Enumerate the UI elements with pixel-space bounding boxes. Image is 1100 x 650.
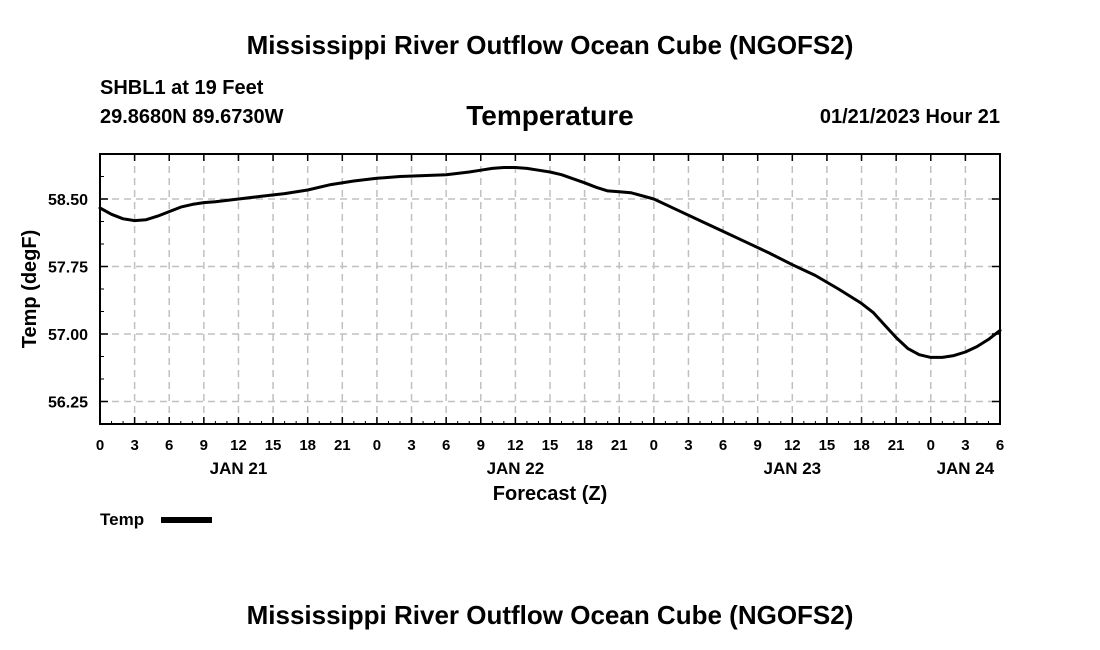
forecast-datetime: 01/21/2023 Hour 21 (819, 106, 1000, 128)
x-tick-label: 21 (611, 437, 628, 454)
x-tick-label: 6 (719, 437, 727, 454)
x-date-label: JAN 24 (937, 459, 995, 478)
y-tick-label: 57.75 (48, 260, 88, 277)
variable-title: Temperature (466, 100, 634, 131)
y-tick-label: 56.25 (48, 395, 88, 412)
x-tick-label: 6 (996, 437, 1004, 454)
x-tick-label: 3 (961, 437, 969, 454)
x-tick-label: 0 (96, 437, 104, 454)
x-tick-label: 15 (819, 437, 836, 454)
footer-title: Mississippi River Outflow Ocean Cube (NG… (246, 600, 854, 630)
y-axis-title: Temp (degF) (19, 230, 41, 349)
station-label: SHBL1 at 19 Feet (100, 77, 264, 99)
legend-label: Temp (100, 510, 145, 529)
x-tick-label: 21 (334, 437, 351, 454)
x-tick-label: 9 (477, 437, 485, 454)
chart-title: Mississippi River Outflow Ocean Cube (NG… (246, 30, 854, 60)
series-line-temp (98, 166, 1002, 359)
x-tick-label: 18 (853, 437, 870, 454)
x-tick-label: 15 (265, 437, 282, 454)
x-tick-label: 6 (165, 437, 173, 454)
x-tick-label: 18 (576, 437, 593, 454)
x-tick-label: 0 (373, 437, 381, 454)
y-tick-label: 58.50 (48, 192, 88, 209)
x-axis-title: Forecast (Z) (493, 483, 607, 505)
x-date-label: JAN 22 (487, 459, 545, 478)
x-tick-label: 9 (200, 437, 208, 454)
x-tick-label: 3 (684, 437, 692, 454)
x-date-label: JAN 21 (210, 459, 268, 478)
x-date-label: JAN 23 (763, 459, 821, 478)
x-tick-label: 3 (407, 437, 415, 454)
x-tick-label: 9 (754, 437, 762, 454)
x-tick-label: 21 (888, 437, 905, 454)
x-tick-label: 3 (130, 437, 138, 454)
x-tick-label: 0 (650, 437, 658, 454)
x-tick-label: 12 (230, 437, 247, 454)
legend-line-swatch (161, 517, 212, 523)
x-tick-label: 15 (542, 437, 559, 454)
x-tick-label: 12 (784, 437, 801, 454)
station-coordinates: 29.8680N 89.6730W (100, 106, 284, 128)
x-tick-label: 12 (507, 437, 524, 454)
y-tick-label: 57.00 (48, 327, 88, 344)
x-tick-label: 6 (442, 437, 450, 454)
x-tick-label: 0 (927, 437, 935, 454)
x-tick-label: 18 (299, 437, 316, 454)
